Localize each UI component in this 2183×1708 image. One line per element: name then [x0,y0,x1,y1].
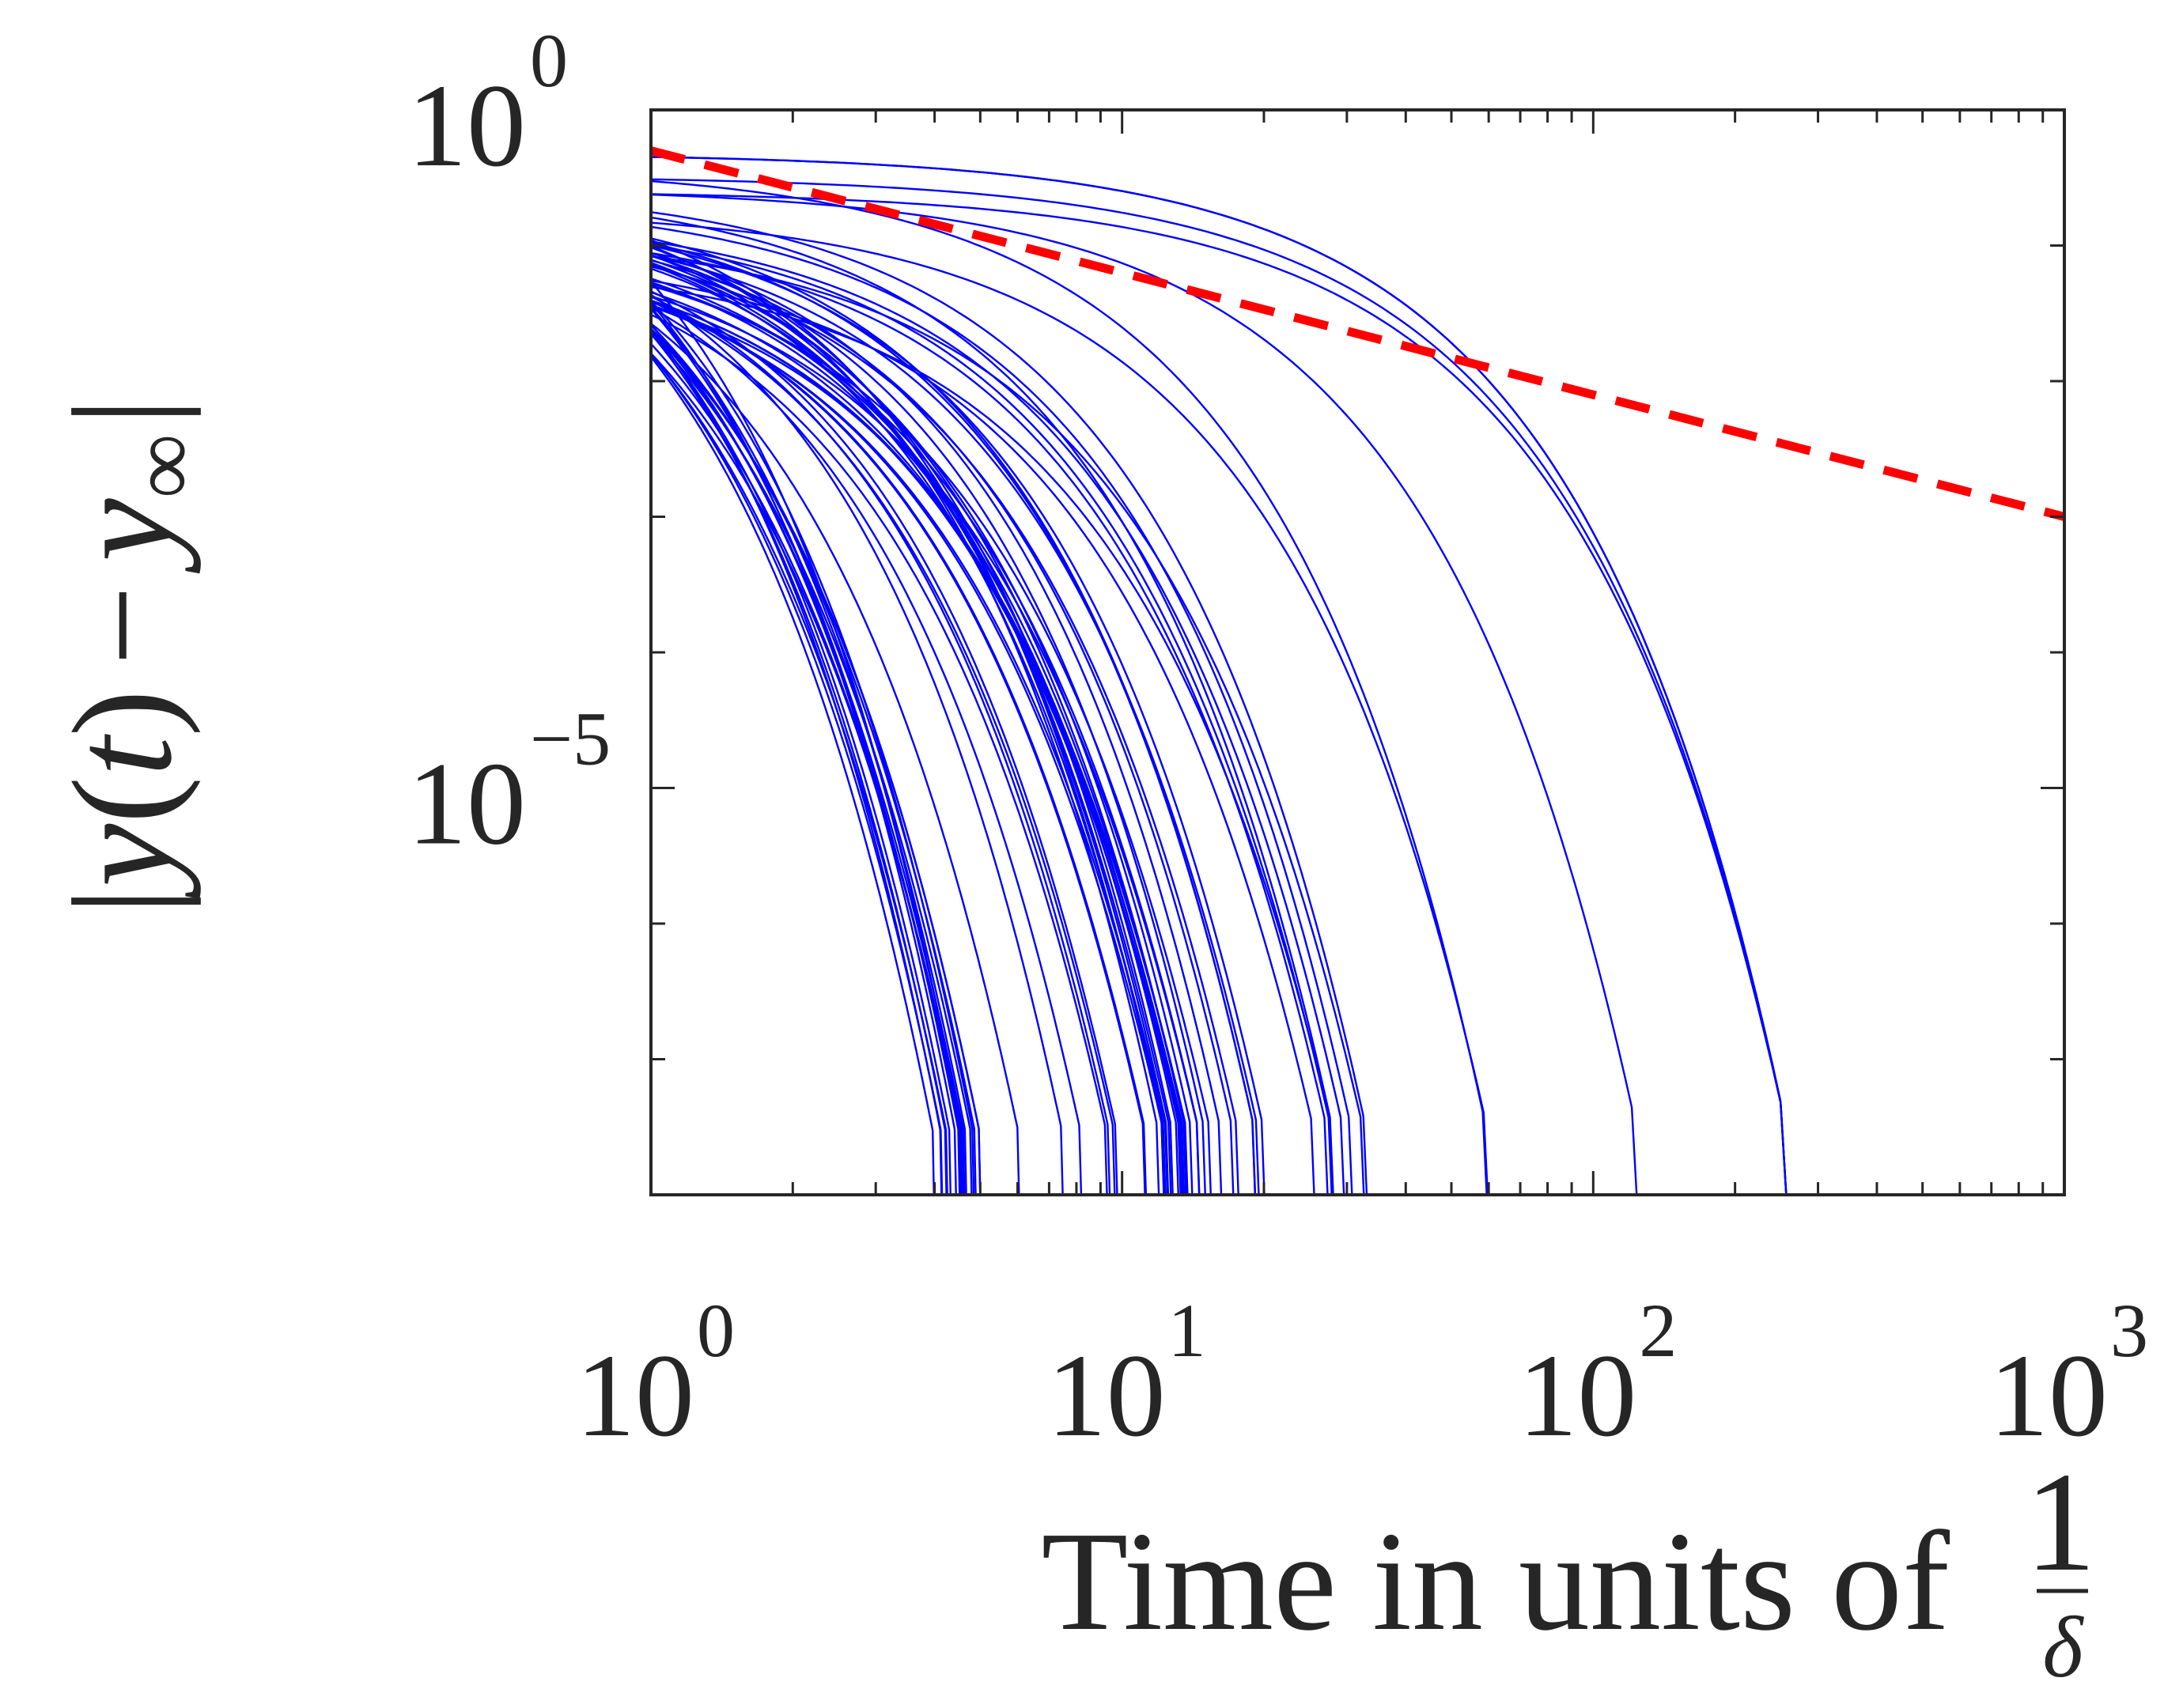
trajectory-line [651,237,1256,1195]
x-tick-label-exp: 0 [697,1288,735,1373]
y-title-right-bar: | [44,397,201,425]
x-axis-title-text: Time in units of [1041,1502,1950,1660]
x-tick-label-base: 10 [1989,1330,2108,1461]
x-axis-title: Time in units of 1 δ [1041,1443,2096,1695]
trajectory-line [651,327,943,1195]
trajectory-line [651,244,1266,1195]
trajectory-line [651,255,1260,1195]
trajectory-line [651,282,1201,1195]
y-tick-label-exp: −5 [530,697,611,781]
trajectory-line [651,323,1020,1195]
y-title-y: y [44,824,201,900]
trajectory-line [651,353,944,1195]
y-tick-label-exp: 0 [530,18,568,103]
trajectory-line [651,263,1167,1195]
trajectory-line [651,216,1334,1195]
trajectory-line [651,300,975,1195]
y-title-inf: ∞ [113,433,214,498]
trajectory-line [651,281,1184,1195]
trajectory-line [651,259,1235,1195]
trajectory-line [651,300,1116,1195]
trajectory-line [651,300,1148,1195]
x-tick-label-exp: 2 [1639,1288,1677,1373]
x-tick-label-base: 10 [1047,1330,1166,1461]
x-tick-label-base: 10 [576,1330,694,1461]
y-title-open-paren: ( [44,777,201,824]
trajectory-line [651,307,967,1195]
y-tick-label-base: 10 [407,60,526,191]
x-tick-label: 10 2 [1518,1288,1677,1461]
trajectory-line [651,156,1788,1195]
x-tick-label-base: 10 [1518,1330,1636,1461]
bound-line [651,146,2064,521]
y-title-minus: − [44,585,201,666]
x-axis-fraction-numerator: 1 [2025,1443,2096,1600]
x-tick-labels: 10 0 10 1 10 2 10 3 [576,1288,2148,1461]
trajectory-lines [651,156,1788,1195]
y-title-y-sub: y [44,498,201,574]
trajectory-line [651,279,1315,1195]
trajectory-line [651,291,1182,1195]
y-tick-labels: 10 010 −5 [407,18,611,870]
trajectory-line [651,295,1111,1195]
x-tick-label: 10 3 [1989,1288,2148,1461]
trajectory-line [651,328,966,1195]
axes-box [649,108,2066,1196]
svg-text:|y(t)−y∞|: |y(t)−y∞| [44,397,214,915]
trajectory-line [651,353,948,1195]
axis-ticks [649,108,2064,1196]
trajectory-line [651,251,1223,1195]
trajectory-line [651,304,1189,1195]
bound-line-group [651,146,2064,521]
trajectory-line [651,225,1353,1195]
trajectory-line [651,293,1064,1195]
y-axis-title: |y(t)−y∞| [44,397,214,915]
x-tick-label-exp: 1 [1168,1288,1206,1373]
y-tick-label: 10 0 [407,18,568,191]
plot-area [651,110,2064,1195]
trajectory-line [651,334,973,1195]
trajectory-line [651,178,1788,1195]
trajectory-line [651,254,1170,1195]
trajectory-line [651,246,1174,1195]
trajectory-line [651,356,935,1195]
trajectory-line [651,342,963,1195]
trajectory-line [651,240,1345,1195]
x-tick-label: 10 1 [1047,1288,1206,1461]
x-tick-label: 10 0 [576,1288,735,1461]
trajectory-line [651,221,1489,1195]
x-tick-label-exp: 3 [2110,1288,2148,1373]
x-axis-fraction-denominator: δ [2042,1599,2084,1695]
y-title-left-bar: | [44,887,201,916]
y-tick-label-base: 10 [407,739,526,870]
trajectory-line [651,193,1638,1195]
trajectory-line [651,244,1333,1195]
y-title-close-paren: ) [44,690,201,737]
trajectory-line [651,281,964,1195]
y-tick-label: 10 −5 [407,697,611,870]
trajectory-line [651,313,1108,1195]
y-title-t: t [44,734,201,777]
